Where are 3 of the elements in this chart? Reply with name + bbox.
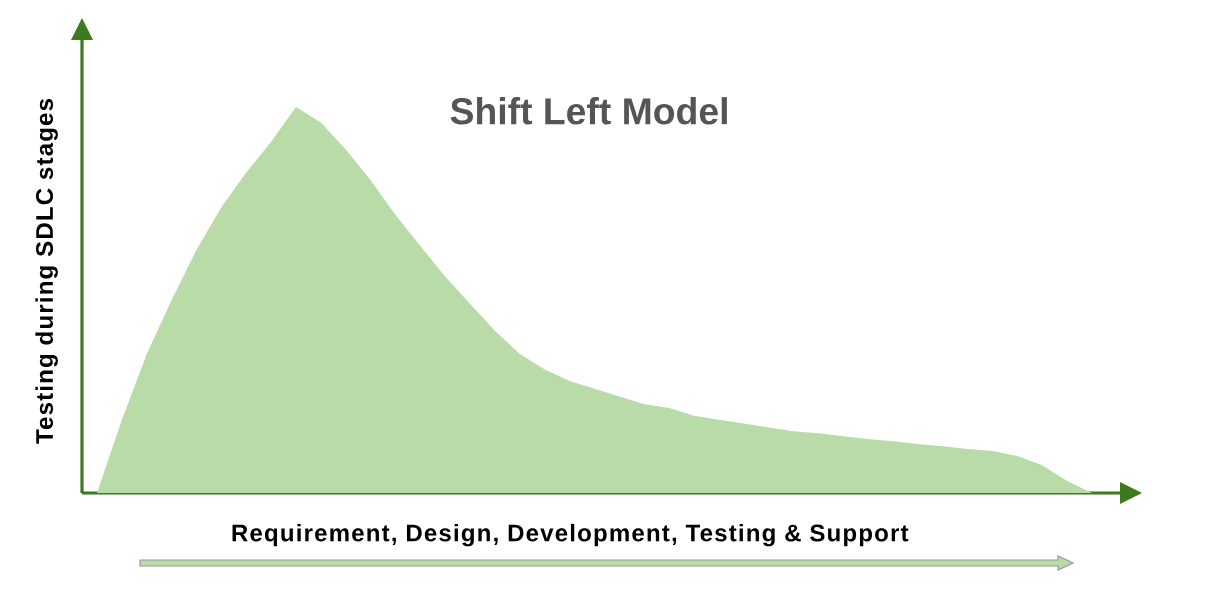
chart-title: Shift Left Model (450, 97, 727, 125)
x-axis-title: Requirement, Design, Development, Testing & Support (232, 523, 909, 547)
y-axis-title: Testing during SDLC stages (35, 99, 58, 444)
